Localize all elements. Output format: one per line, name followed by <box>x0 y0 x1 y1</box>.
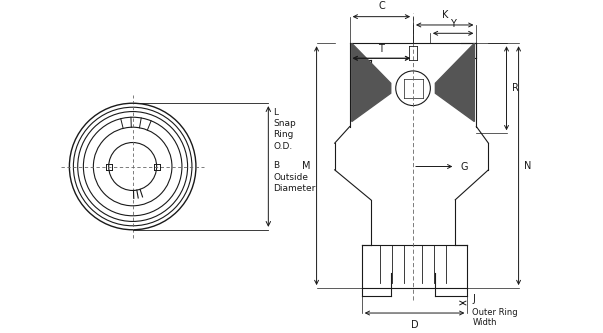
Polygon shape <box>435 43 475 122</box>
Text: J: J <box>472 294 475 304</box>
Text: Y: Y <box>450 19 456 29</box>
Text: B
Outside
Diameter: B Outside Diameter <box>273 162 316 193</box>
Text: K: K <box>441 10 448 20</box>
Text: G: G <box>460 162 468 171</box>
Text: M: M <box>302 161 311 171</box>
Polygon shape <box>352 43 391 122</box>
Text: Outer Ring
Width: Outer Ring Width <box>472 308 518 327</box>
Text: T: T <box>379 44 384 54</box>
Text: N: N <box>523 161 531 171</box>
Text: L
Snap
Ring
O.D.: L Snap Ring O.D. <box>273 108 296 151</box>
Text: D: D <box>411 320 418 330</box>
Text: C: C <box>378 1 385 11</box>
Text: R: R <box>511 83 519 93</box>
